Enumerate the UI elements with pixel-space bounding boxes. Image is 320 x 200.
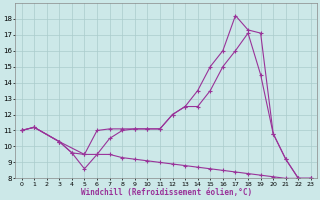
X-axis label: Windchill (Refroidissement éolien,°C): Windchill (Refroidissement éolien,°C) (81, 188, 252, 197)
